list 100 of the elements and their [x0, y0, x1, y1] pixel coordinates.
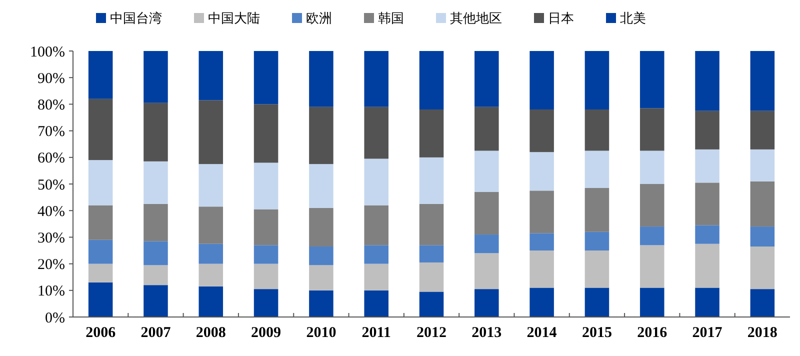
bar — [364, 106, 388, 159]
x-tick-label: 2009 — [251, 325, 282, 341]
bar — [584, 288, 610, 317]
x-tick-label: 2012 — [416, 325, 446, 341]
bar — [640, 150, 664, 184]
bar — [364, 205, 388, 246]
bar — [474, 106, 499, 151]
y-tick-label: 30% — [38, 230, 65, 246]
bar — [144, 102, 168, 162]
y-tick-label: 80% — [38, 97, 65, 114]
bar — [530, 110, 554, 152]
bar — [640, 51, 664, 108]
y-tick-label: 10% — [38, 284, 65, 300]
bar — [584, 250, 610, 288]
bar — [750, 110, 775, 150]
bar — [750, 226, 775, 247]
bar — [144, 285, 168, 317]
bar — [695, 110, 720, 150]
bar — [419, 262, 444, 292]
bar — [695, 51, 720, 111]
bar — [640, 288, 664, 317]
x-tick-label: 2018 — [747, 325, 778, 341]
bar — [88, 240, 113, 264]
bar — [309, 265, 334, 290]
bar — [640, 226, 664, 246]
y-tick-label: 90% — [38, 70, 65, 87]
bar — [474, 192, 499, 235]
bar — [530, 233, 554, 250]
bar — [144, 265, 168, 286]
bar — [640, 108, 664, 151]
bar — [419, 157, 444, 204]
bar — [419, 51, 444, 110]
bar — [144, 51, 168, 103]
bar — [530, 51, 554, 110]
bar — [750, 149, 775, 182]
bar — [419, 110, 444, 158]
bar — [640, 245, 664, 288]
bar — [88, 160, 113, 206]
legend-label: 其他地区 — [450, 12, 502, 27]
bar — [640, 184, 664, 227]
bar — [419, 204, 444, 246]
y-tick-label: 100% — [30, 44, 65, 60]
y-tick-label: 50% — [38, 177, 65, 194]
x-tick-label: 2010 — [306, 325, 336, 341]
legend-label: 韩国 — [378, 12, 404, 27]
bar — [474, 51, 499, 107]
bar — [584, 110, 610, 151]
y-tick-label: 40% — [38, 204, 65, 220]
bar — [254, 289, 278, 317]
bar — [198, 264, 224, 286]
x-tick-label: 2014 — [526, 325, 558, 341]
bar — [695, 182, 720, 226]
x-tick-label: 2016 — [637, 325, 668, 341]
bar — [88, 98, 113, 160]
x-tick-label: 2011 — [362, 325, 391, 341]
bar — [198, 51, 224, 100]
bar — [750, 51, 775, 111]
bar — [198, 286, 224, 317]
bar — [474, 234, 499, 254]
legend-label: 欧洲 — [306, 12, 332, 27]
bar — [254, 162, 278, 210]
bar — [88, 51, 113, 99]
bar — [530, 152, 554, 191]
bar — [474, 253, 499, 290]
bar — [750, 246, 775, 290]
bar — [254, 264, 278, 290]
bar — [198, 164, 224, 207]
bar — [364, 158, 388, 206]
bar — [695, 244, 720, 288]
bar — [309, 164, 334, 208]
bar — [530, 190, 554, 234]
bar — [309, 106, 334, 164]
bar — [198, 244, 224, 264]
bar — [88, 264, 113, 282]
bar — [198, 206, 224, 244]
bar — [584, 150, 610, 188]
legend-label: 中国台湾 — [110, 10, 162, 27]
bar — [309, 208, 334, 247]
bar — [695, 288, 720, 317]
bar — [584, 51, 610, 110]
x-tick-label: 2008 — [196, 325, 226, 341]
y-tick-label: 20% — [38, 257, 65, 274]
bar — [584, 232, 610, 250]
bar — [88, 205, 113, 240]
bar — [530, 288, 554, 317]
legend-label: 中国大陆 — [208, 12, 260, 27]
bar — [474, 289, 499, 317]
bar — [88, 282, 113, 317]
legend-label: 北美 — [620, 10, 646, 27]
bar — [309, 246, 334, 266]
y-tick-label: 0% — [45, 310, 65, 326]
bar — [144, 161, 168, 204]
bar — [309, 290, 334, 317]
bar — [254, 104, 278, 163]
x-tick-label: 2013 — [472, 325, 502, 341]
bar — [750, 181, 775, 227]
x-tick-label: 2015 — [582, 325, 612, 341]
y-tick-label: 70% — [38, 124, 65, 140]
bar — [364, 290, 388, 317]
bar — [419, 292, 444, 317]
